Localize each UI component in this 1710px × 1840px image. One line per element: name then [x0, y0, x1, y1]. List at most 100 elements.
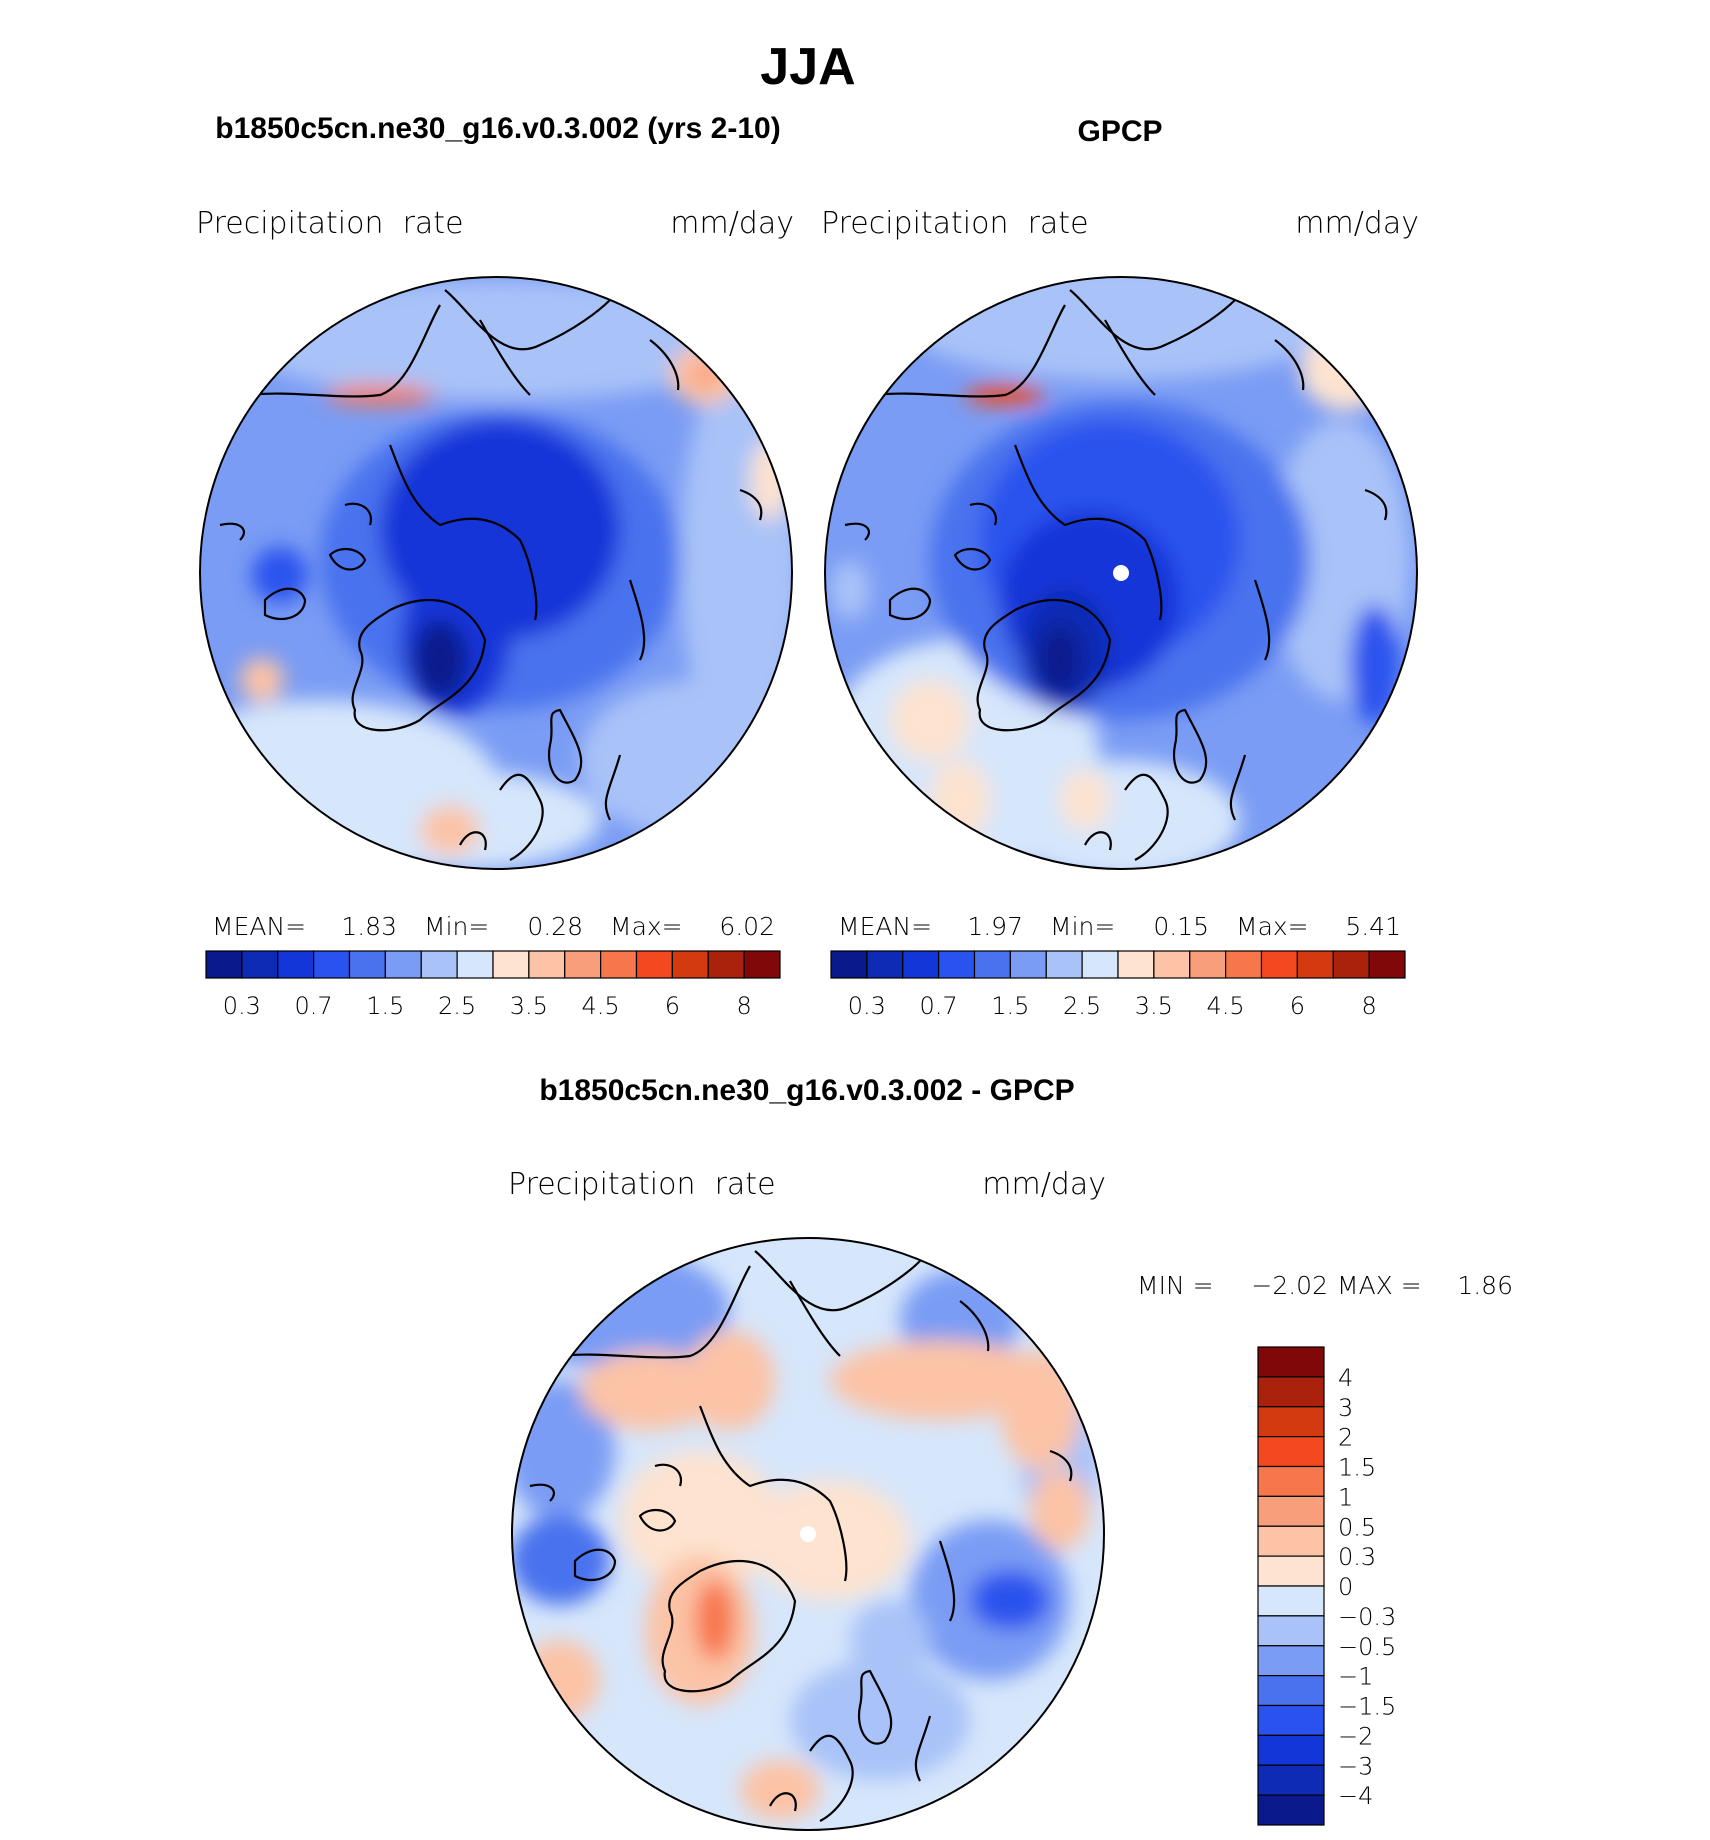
- obs-colorbar-tick-label: 2.5: [1063, 992, 1101, 1020]
- obs-colorbar-box: [830, 950, 868, 979]
- diff-colorbar-tick-label: 1.5: [1338, 1454, 1376, 1482]
- model-mean-value: 1.83: [341, 912, 397, 941]
- diff-colorbar-tick-label: −0.5: [1338, 1633, 1396, 1661]
- obs-colorbar-box: [1045, 950, 1083, 979]
- model-stats: MEAN= 1.83 Min= 0.28 Max= 6.02: [212, 912, 775, 941]
- diff-colorbar-box: [1257, 1436, 1325, 1468]
- model-colorbar-tick-label: 3.5: [510, 992, 548, 1020]
- diff-colorbar-tick-label: 0.5: [1338, 1513, 1376, 1541]
- diff-max-value: 1.86: [1457, 1271, 1513, 1300]
- diff-min-value: −2.02: [1251, 1271, 1328, 1300]
- diff-colorbar-box: [1257, 1525, 1325, 1557]
- diff-colorbar-box: [1257, 1346, 1325, 1378]
- diff-colorbar-box: [1257, 1615, 1325, 1647]
- obs-colorbar-box: [1332, 950, 1370, 979]
- obs-polar-map: [824, 276, 1418, 870]
- diff-colorbar-box: [1257, 1734, 1325, 1766]
- model-min-label: Min=: [424, 912, 489, 941]
- obs-units-label: mm/day: [1295, 206, 1419, 241]
- obs-colorbar-tick-label: 8: [1361, 992, 1376, 1020]
- model-colorbar-box: [384, 950, 422, 979]
- obs-colorbar-box: [973, 950, 1011, 979]
- diff-colorbar-box: [1257, 1406, 1325, 1438]
- diff-colorbar-box: [1257, 1645, 1325, 1677]
- model-max-value: 6.02: [719, 912, 775, 941]
- diff-colorbar-box: [1257, 1704, 1325, 1736]
- obs-colorbar-box: [1117, 950, 1155, 979]
- model-variable-label: Precipitation rate: [196, 206, 464, 241]
- obs-colorbar-tick-label: 0.7: [920, 992, 958, 1020]
- model-polar-map: [199, 276, 793, 870]
- obs-mean-label: MEAN=: [838, 912, 932, 941]
- obs-min-value: 0.15: [1153, 912, 1209, 941]
- diff-colorbar-box: [1257, 1794, 1325, 1826]
- model-units-label: mm/day: [670, 206, 794, 241]
- diff-colorbar-box: [1257, 1555, 1325, 1587]
- figure-title: JJA: [760, 38, 855, 96]
- diff-colorbar-tick-label: 3: [1338, 1394, 1353, 1422]
- model-mean-label: MEAN=: [212, 912, 306, 941]
- diff-colorbar-tick-label: 1: [1338, 1483, 1353, 1511]
- model-colorbar-box: [635, 950, 673, 979]
- diff-colorbar-tick-label: 4: [1338, 1364, 1353, 1392]
- model-colorbar-box: [348, 950, 386, 979]
- obs-pole-marker: [1113, 565, 1129, 581]
- obs-mean-value: 1.97: [967, 912, 1023, 941]
- model-colorbar-box: [564, 950, 602, 979]
- diff-colorbar-tick-label: −3: [1338, 1752, 1373, 1780]
- obs-max-value: 5.41: [1345, 912, 1401, 941]
- obs-colorbar-tick-label: 4.5: [1207, 992, 1245, 1020]
- model-colorbar-box: [205, 950, 243, 979]
- diff-colorbar-tick-label: 0.3: [1338, 1543, 1376, 1571]
- model-colorbar-tick-label: 0.3: [223, 992, 261, 1020]
- diff-variable-label: Precipitation rate: [508, 1167, 776, 1202]
- diff-colorbar-tick-label: −1.5: [1338, 1693, 1396, 1721]
- obs-min-label: Min=: [1050, 912, 1115, 941]
- diff-units-label: mm/day: [982, 1167, 1106, 1202]
- obs-colorbar-tick-label: 0.3: [848, 992, 886, 1020]
- obs-colorbar-box: [1189, 950, 1227, 979]
- model-precip-field: [200, 277, 792, 869]
- model-colorbar-box: [277, 950, 315, 979]
- diff-polar-map: [511, 1237, 1105, 1831]
- diff-min-label: MIN =: [1137, 1271, 1214, 1300]
- obs-colorbar-tick-label: 1.5: [991, 992, 1029, 1020]
- model-colorbar-box: [420, 950, 458, 979]
- obs-map-title: GPCP: [1077, 115, 1162, 148]
- obs-colorbar-box: [902, 950, 940, 979]
- obs-colorbar-box: [1296, 950, 1334, 979]
- model-colorbar-box: [456, 950, 494, 979]
- obs-colorbar-box: [938, 950, 976, 979]
- obs-colorbar-tick-label: 6: [1290, 992, 1305, 1020]
- model-colorbar-box: [600, 950, 638, 979]
- diff-stats: MIN = −2.02 MAX = 1.86: [1137, 1271, 1513, 1300]
- model-colorbar-box: [743, 950, 781, 979]
- obs-variable-label: Precipitation rate: [821, 206, 1089, 241]
- model-max-label: Max=: [610, 912, 683, 941]
- obs-colorbar-box: [1225, 950, 1263, 979]
- obs-colorbar-box: [1260, 950, 1298, 979]
- diff-colorbar-tick-label: −2: [1338, 1722, 1373, 1750]
- diff-colorbar-tick-label: −0.3: [1338, 1603, 1396, 1631]
- diff-colorbar-tick-label: −1: [1338, 1663, 1373, 1691]
- diff-colorbar-tick-label: 0: [1338, 1573, 1353, 1601]
- model-colorbar-tick-label: 6: [665, 992, 680, 1020]
- model-colorbar-tick-label: 0.7: [295, 992, 333, 1020]
- obs-colorbar-box: [1153, 950, 1191, 979]
- diff-colorbar-box: [1257, 1376, 1325, 1408]
- diff-colorbar-tick-label: 2: [1338, 1424, 1353, 1452]
- model-colorbar: 0.3 0.7 1.5 2.5 3.5 4.5 6 8: [205, 950, 781, 1020]
- obs-max-label: Max=: [1236, 912, 1309, 941]
- obs-stats: MEAN= 1.97 Min= 0.15 Max= 5.41: [838, 912, 1401, 941]
- model-colorbar-box: [313, 950, 351, 979]
- obs-colorbar-tick-label: 3.5: [1135, 992, 1173, 1020]
- model-colorbar-box: [671, 950, 709, 979]
- obs-colorbar-box: [1081, 950, 1119, 979]
- diff-colorbar-box: [1257, 1495, 1325, 1527]
- diff-map-title: b1850c5cn.ne30_g16.v0.3.002 - GPCP: [539, 1074, 1074, 1107]
- diff-max-label: MAX =: [1337, 1271, 1422, 1300]
- diff-colorbar-box: [1257, 1465, 1325, 1497]
- obs-colorbar-box: [1009, 950, 1047, 979]
